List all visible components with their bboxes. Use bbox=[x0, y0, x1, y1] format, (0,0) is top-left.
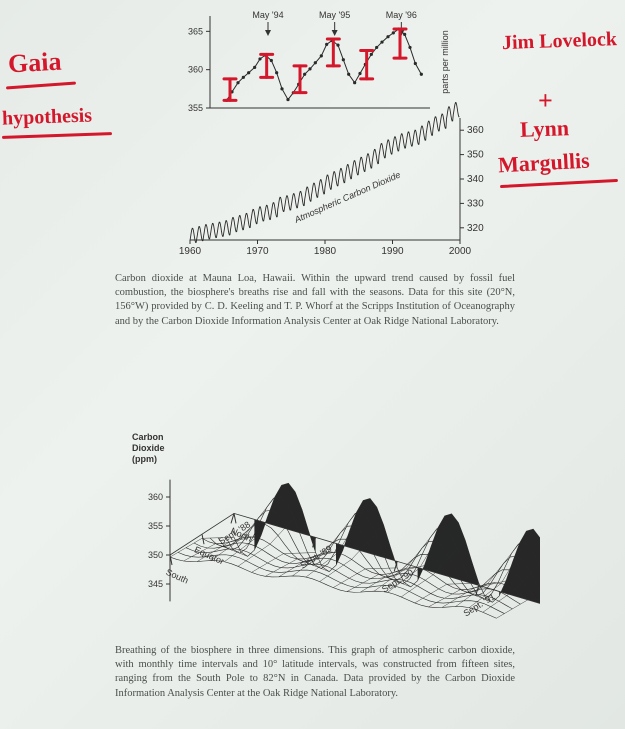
svg-text:355: 355 bbox=[148, 521, 163, 531]
handwriting-margullis: Margullis bbox=[497, 148, 590, 178]
svg-text:360: 360 bbox=[148, 492, 163, 502]
svg-text:(ppm): (ppm) bbox=[132, 454, 157, 464]
svg-text:Dioxide: Dioxide bbox=[132, 443, 165, 453]
svg-text:350: 350 bbox=[467, 150, 484, 161]
svg-text:360: 360 bbox=[188, 65, 203, 75]
svg-text:May '96: May '96 bbox=[386, 10, 417, 20]
svg-text:Atmospheric Carbon Dioxide: Atmospheric Carbon Dioxide bbox=[292, 169, 402, 225]
svg-text:1990: 1990 bbox=[381, 246, 404, 257]
caption-2: Breathing of the biosphere in three dime… bbox=[115, 644, 515, 701]
handwriting-hypothesis: hypothesis bbox=[2, 104, 93, 130]
handwriting-lynn: Lynn bbox=[520, 115, 570, 142]
svg-text:Carbon: Carbon bbox=[132, 432, 164, 442]
3d-surface-svg: 345350355360CarbonDioxide(ppm)SouthEquat… bbox=[100, 380, 540, 630]
svg-text:340: 340 bbox=[467, 174, 484, 185]
handwriting-underline bbox=[6, 82, 76, 90]
svg-text:365: 365 bbox=[188, 26, 203, 36]
svg-text:350: 350 bbox=[148, 550, 163, 560]
handwriting-underline bbox=[2, 132, 112, 139]
svg-text:355: 355 bbox=[188, 103, 203, 113]
svg-text:360: 360 bbox=[467, 125, 484, 136]
svg-text:Sept. '91: Sept. '91 bbox=[462, 591, 497, 618]
3d-surface-chart: 345350355360CarbonDioxide(ppm)SouthEquat… bbox=[100, 380, 540, 630]
svg-text:1980: 1980 bbox=[314, 246, 337, 257]
keeling-curve-chart: 355 360 365 parts per million May '94 May '95… bbox=[160, 6, 500, 266]
svg-text:May '94: May '94 bbox=[252, 10, 283, 20]
svg-text:345: 345 bbox=[148, 579, 163, 589]
handwriting-lovelock: Jim Lovelock bbox=[502, 28, 623, 55]
keeling-curve-svg: 355 360 365 parts per million May '94 May '95… bbox=[160, 6, 500, 266]
svg-text:2000: 2000 bbox=[449, 246, 472, 257]
svg-text:May '95: May '95 bbox=[319, 10, 350, 20]
page: Gaia hypothesis Jim Lovelock + Lynn Marg… bbox=[0, 0, 625, 729]
svg-text:1970: 1970 bbox=[246, 246, 269, 257]
svg-text:South: South bbox=[164, 567, 190, 586]
svg-text:1960: 1960 bbox=[179, 246, 202, 257]
svg-text:320: 320 bbox=[467, 223, 484, 234]
svg-text:330: 330 bbox=[467, 198, 484, 209]
handwriting-underline bbox=[500, 179, 618, 188]
handwriting-gaia: Gaia bbox=[7, 47, 62, 80]
caption-1: Carbon dioxide at Mauna Loa, Hawaii. Wit… bbox=[115, 272, 515, 329]
svg-text:parts per million: parts per million bbox=[440, 30, 450, 94]
handwriting-plus: + bbox=[538, 86, 553, 116]
